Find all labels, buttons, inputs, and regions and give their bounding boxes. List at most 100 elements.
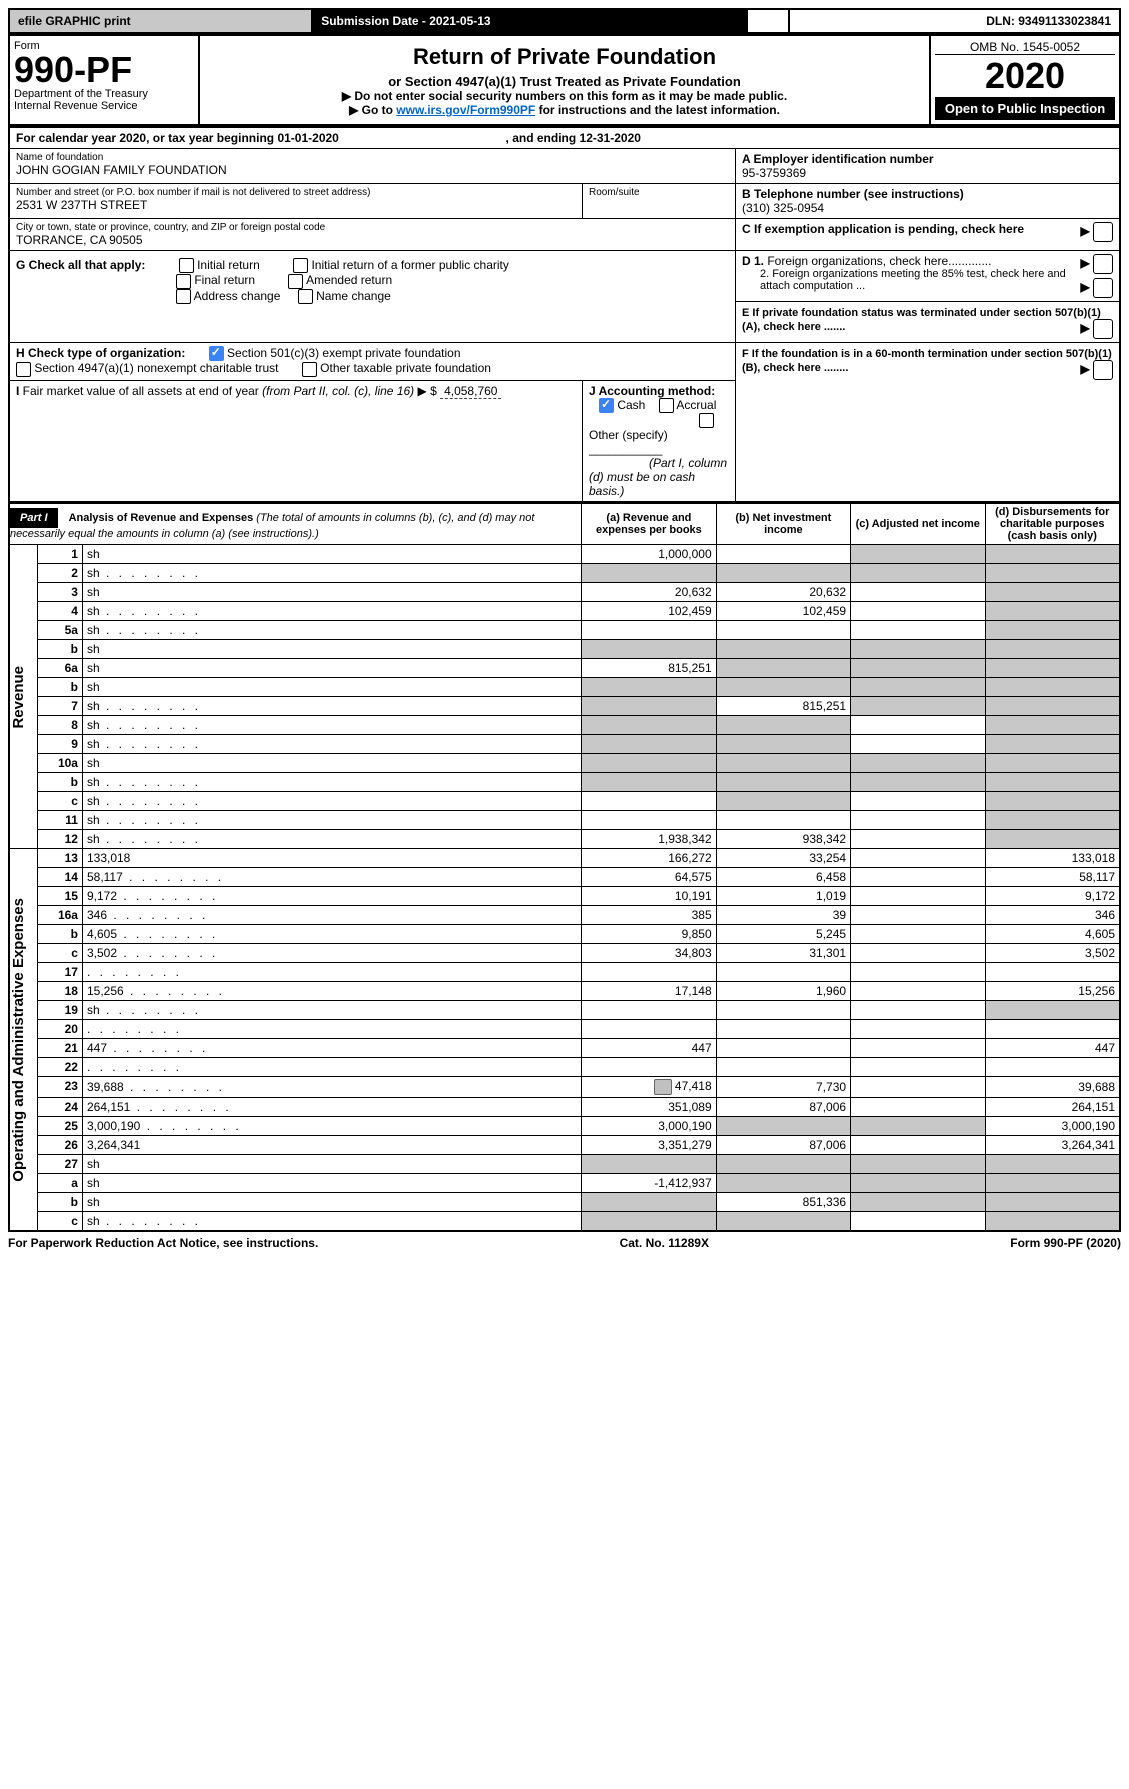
cell-a: 9,850 bbox=[582, 925, 716, 944]
cell-a bbox=[582, 697, 716, 716]
cell-d bbox=[985, 1058, 1120, 1077]
h-opt-other: Other taxable private foundation bbox=[320, 361, 491, 375]
col-a-header: (a) Revenue and expenses per books bbox=[582, 504, 716, 545]
name-label: Name of foundation bbox=[16, 152, 729, 163]
table-row: 8sh bbox=[9, 716, 1120, 735]
line-number: 1 bbox=[38, 545, 83, 564]
cell-b: 87,006 bbox=[716, 1136, 850, 1155]
line-number: 5a bbox=[38, 621, 83, 640]
f-checkbox[interactable] bbox=[1093, 360, 1113, 380]
cal-begin: 01-01-2020 bbox=[277, 131, 338, 145]
g-opt-amended: Amended return bbox=[306, 273, 392, 287]
g-amended-checkbox[interactable] bbox=[288, 274, 303, 289]
line-description: sh bbox=[82, 583, 581, 602]
line-description: sh bbox=[82, 1212, 581, 1232]
topbar: efile GRAPHIC print Submission Date - 20… bbox=[8, 8, 1121, 34]
line-description: sh bbox=[82, 640, 581, 659]
line-number: 14 bbox=[38, 868, 83, 887]
i-label: I Fair market value of all assets at end… bbox=[16, 384, 440, 398]
line-description bbox=[82, 1020, 581, 1039]
submission-date: Submission Date - 2021-05-13 bbox=[312, 9, 747, 33]
g-name-checkbox[interactable] bbox=[298, 289, 313, 304]
line-number: 27 bbox=[38, 1155, 83, 1174]
cell-b: 39 bbox=[716, 906, 850, 925]
cell-a bbox=[582, 773, 716, 792]
cell-a: 20,632 bbox=[582, 583, 716, 602]
cell-a: 47,418 bbox=[582, 1077, 716, 1098]
table-row: 17 bbox=[9, 963, 1120, 982]
expenses-side-label: Operating and Administrative Expenses bbox=[10, 898, 27, 1182]
table-row: 20 bbox=[9, 1020, 1120, 1039]
line-number: 24 bbox=[38, 1098, 83, 1117]
cell-b: 33,254 bbox=[716, 849, 850, 868]
e-checkbox[interactable] bbox=[1093, 319, 1113, 339]
cell-d bbox=[985, 1174, 1120, 1193]
table-row: 3sh20,63220,632 bbox=[9, 583, 1120, 602]
cell-a bbox=[582, 1193, 716, 1212]
table-row: 6ash815,251 bbox=[9, 659, 1120, 678]
j-accrual-checkbox[interactable] bbox=[659, 398, 674, 413]
cell-d: 58,117 bbox=[985, 868, 1120, 887]
line-description: sh bbox=[82, 1155, 581, 1174]
cell-c bbox=[851, 1174, 985, 1193]
cell-a: 815,251 bbox=[582, 659, 716, 678]
cell-d bbox=[985, 1193, 1120, 1212]
cell-c bbox=[851, 564, 985, 583]
line-description: sh bbox=[82, 830, 581, 849]
j-other-checkbox[interactable] bbox=[699, 413, 714, 428]
cell-a bbox=[582, 716, 716, 735]
street-address: 2531 W 237TH STREET bbox=[16, 198, 576, 212]
form-title: Return of Private Foundation bbox=[204, 44, 925, 70]
cell-a bbox=[582, 963, 716, 982]
cell-b bbox=[716, 678, 850, 697]
h-501c3-checkbox[interactable] bbox=[209, 346, 224, 361]
line-number: 25 bbox=[38, 1117, 83, 1136]
cell-a: 17,148 bbox=[582, 982, 716, 1001]
cell-c bbox=[851, 697, 985, 716]
table-row: 263,264,3413,351,27987,0063,264,341 bbox=[9, 1136, 1120, 1155]
cell-a bbox=[582, 1155, 716, 1174]
line-description: sh bbox=[82, 678, 581, 697]
cell-c bbox=[851, 735, 985, 754]
cell-c bbox=[851, 811, 985, 830]
cell-b bbox=[716, 564, 850, 583]
g-address-checkbox[interactable] bbox=[176, 289, 191, 304]
line-number: b bbox=[38, 1193, 83, 1212]
line-number: c bbox=[38, 1212, 83, 1232]
line-description bbox=[82, 963, 581, 982]
line-description: 264,151 bbox=[82, 1098, 581, 1117]
cell-b: 851,336 bbox=[716, 1193, 850, 1212]
part1-grid: Part I Analysis of Revenue and Expenses … bbox=[8, 503, 1121, 1232]
line-description: 3,264,341 bbox=[82, 1136, 581, 1155]
efile-cell[interactable]: efile GRAPHIC print bbox=[9, 9, 312, 33]
cell-b bbox=[716, 1117, 850, 1136]
cell-c bbox=[851, 792, 985, 811]
table-row: 11sh bbox=[9, 811, 1120, 830]
cell-c bbox=[851, 1136, 985, 1155]
h-4947-checkbox[interactable] bbox=[16, 362, 31, 377]
cell-d: 264,151 bbox=[985, 1098, 1120, 1117]
cell-b bbox=[716, 1039, 850, 1058]
cell-d bbox=[985, 754, 1120, 773]
table-row: 9sh bbox=[9, 735, 1120, 754]
d2-checkbox[interactable] bbox=[1093, 278, 1113, 298]
cell-a bbox=[582, 792, 716, 811]
g-initial-checkbox[interactable] bbox=[179, 258, 194, 273]
h-other-checkbox[interactable] bbox=[302, 362, 317, 377]
cell-d bbox=[985, 1001, 1120, 1020]
cell-d bbox=[985, 621, 1120, 640]
line-description: sh bbox=[82, 1174, 581, 1193]
g-opt-final: Final return bbox=[194, 273, 255, 287]
g-final-checkbox[interactable] bbox=[176, 274, 191, 289]
j-note: (Part I, column (d) must be on cash basi… bbox=[589, 456, 727, 498]
c-checkbox[interactable] bbox=[1093, 222, 1113, 242]
line-description: sh bbox=[82, 716, 581, 735]
g-initial-former-checkbox[interactable] bbox=[293, 258, 308, 273]
attachment-icon[interactable] bbox=[654, 1079, 672, 1095]
cell-d bbox=[985, 716, 1120, 735]
d1-checkbox[interactable] bbox=[1093, 254, 1113, 274]
line-number: 23 bbox=[38, 1077, 83, 1098]
cell-c bbox=[851, 1058, 985, 1077]
instructions-link[interactable]: www.irs.gov/Form990PF bbox=[396, 103, 535, 117]
j-cash-checkbox[interactable] bbox=[599, 398, 614, 413]
